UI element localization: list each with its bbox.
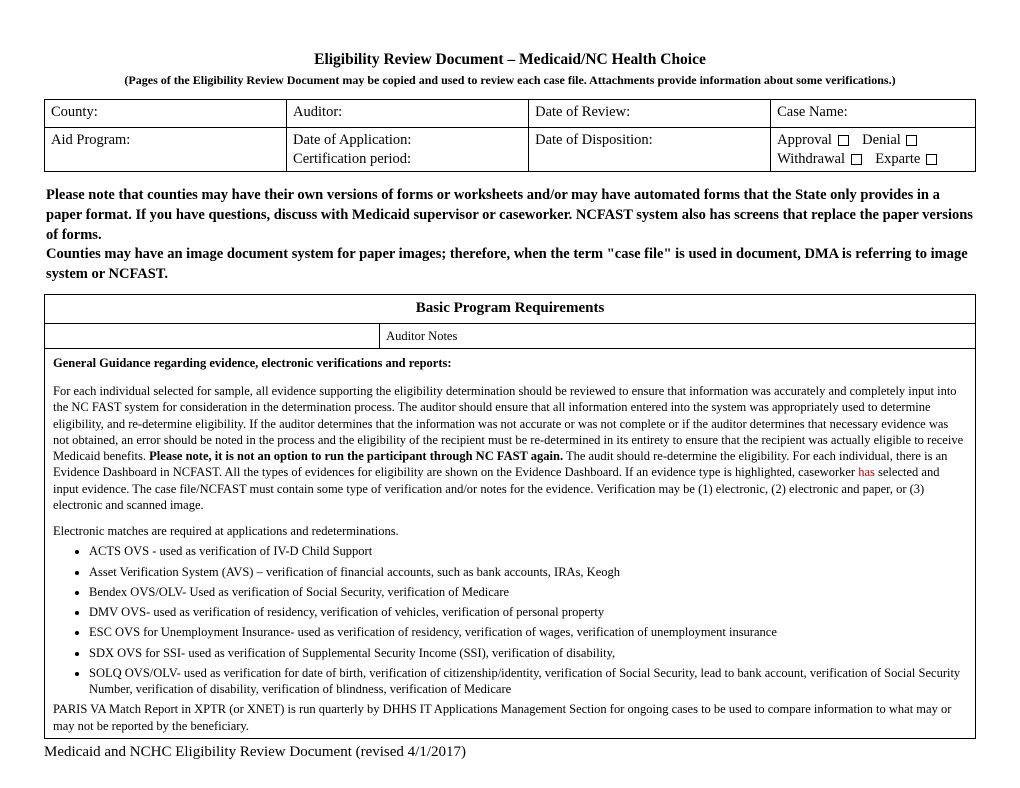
header-table: County: Auditor: Date of Review: Case Na… <box>44 99 976 173</box>
bullet-item: ACTS OVS - used as verification of IV-D … <box>89 543 967 559</box>
case-name-cell[interactable]: Case Name: <box>771 99 976 127</box>
footer-text: Medicaid and NCHC Eligibility Review Doc… <box>44 743 976 763</box>
approval-label: Approval <box>777 132 832 148</box>
guidance-para1: For each individual selected for sample,… <box>53 383 967 513</box>
requirements-table: Basic Program Requirements Auditor Notes… <box>44 294 976 739</box>
guidance-para2: Electronic matches are required at appli… <box>53 523 967 539</box>
bullet-item: Asset Verification System (AVS) – verifi… <box>89 564 967 580</box>
doc-subtitle: (Pages of the Eligibility Review Documen… <box>44 73 976 89</box>
aid-program-cell[interactable]: Aid Program: <box>45 127 287 172</box>
guidance-header: General Guidance regarding evidence, ele… <box>53 355 967 371</box>
withdrawal-checkbox[interactable] <box>851 154 862 165</box>
bullet-item: DMV OVS- used as verification of residen… <box>89 604 967 620</box>
para1-has: has <box>858 465 875 479</box>
denial-checkbox[interactable] <box>906 135 917 146</box>
auditor-cell[interactable]: Auditor: <box>287 99 529 127</box>
bullet-item: SDX OVS for SSI- used as verification of… <box>89 645 967 661</box>
date-review-cell[interactable]: Date of Review: <box>529 99 771 127</box>
para1-bold: Please note, it is not an option to run … <box>149 449 563 463</box>
guidance-content: General Guidance regarding evidence, ele… <box>45 348 976 738</box>
exparte-checkbox[interactable] <box>926 154 937 165</box>
approval-checkbox[interactable] <box>838 135 849 146</box>
exparte-label: Exparte <box>875 151 920 167</box>
date-application-cell[interactable]: Date of Application: Certification perio… <box>287 127 529 172</box>
county-cell[interactable]: County: <box>45 99 287 127</box>
doc-title: Eligibility Review Document – Medicaid/N… <box>44 50 976 70</box>
certification-period-label: Certification period: <box>293 151 411 167</box>
bullet-item: Bendex OVS/OLV- Used as verification of … <box>89 584 967 600</box>
date-disposition-cell[interactable]: Date of Disposition: <box>529 127 771 172</box>
bullet-item: ESC OVS for Unemployment Insurance- used… <box>89 624 967 640</box>
guidance-bullets: ACTS OVS - used as verification of IV-D … <box>79 543 967 697</box>
bullet-item: SOLQ OVS/OLV- used as verification for d… <box>89 665 967 698</box>
withdrawal-label: Withdrawal <box>777 151 845 167</box>
date-application-label: Date of Application: <box>293 132 411 148</box>
guidance-para3: PARIS VA Match Report in XPTR (or XNET) … <box>53 701 967 734</box>
denial-label: Denial <box>862 132 901 148</box>
county-note: Please note that counties may have their… <box>44 186 976 284</box>
auditor-notes-left <box>45 323 380 348</box>
disposition-options-cell: Approval Denial Withdrawal Exparte <box>771 127 976 172</box>
auditor-notes-label: Auditor Notes <box>380 323 976 348</box>
section-title: Basic Program Requirements <box>45 295 976 324</box>
